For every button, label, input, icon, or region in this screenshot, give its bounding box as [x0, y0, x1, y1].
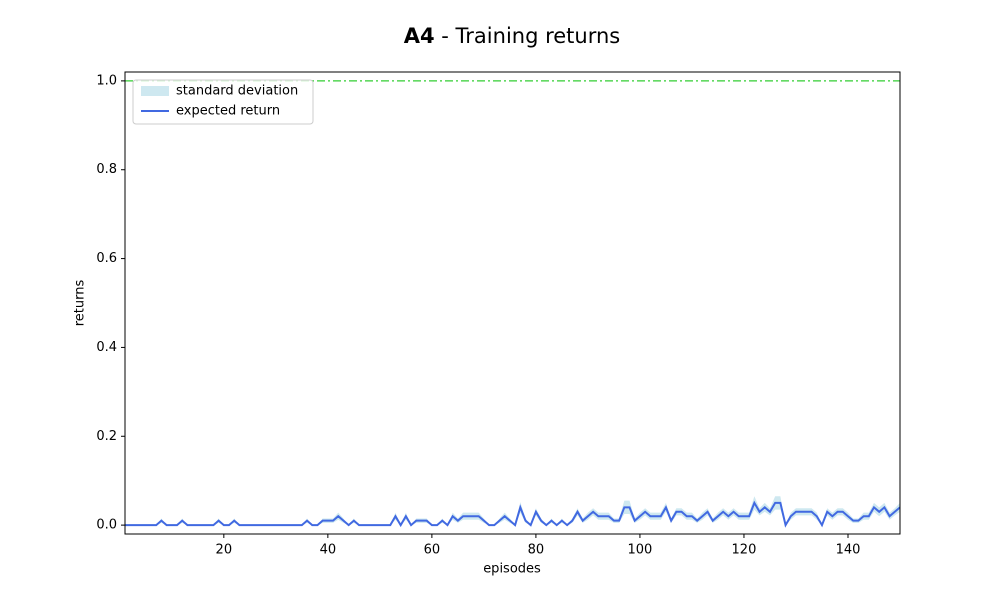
x-tick-label: 100	[628, 543, 653, 558]
y-tick-label: 0.4	[96, 340, 117, 355]
line	[125, 500, 900, 528]
legend-swatch	[141, 86, 169, 96]
x-tick-label: 120	[732, 543, 757, 558]
x-axis-label: episodes	[483, 562, 541, 577]
y-tick-label: 1.0	[96, 73, 117, 88]
y-tick-label: 0.6	[96, 251, 117, 266]
legend-label: standard deviation	[176, 84, 298, 99]
x-tick-label: 140	[836, 543, 861, 558]
x-tick-label: 20	[216, 543, 233, 558]
title-rest: - Training returns	[435, 24, 621, 48]
y-axis-label: returns	[73, 280, 88, 327]
x-tick-label: 80	[528, 543, 545, 558]
legend-box	[132, 79, 314, 125]
y-tick-label: 0.2	[96, 429, 117, 444]
chart-title: A4 - Training returns	[404, 24, 621, 48]
y-tick-label: 0.0	[96, 518, 117, 533]
legend-label: expected return	[176, 104, 280, 119]
y-tick-label: 0.8	[96, 162, 117, 177]
x-tick-label: 40	[320, 543, 337, 558]
x-tick-label: 60	[424, 543, 441, 558]
title-bold: A4	[404, 24, 435, 48]
plot-frame	[124, 71, 901, 535]
